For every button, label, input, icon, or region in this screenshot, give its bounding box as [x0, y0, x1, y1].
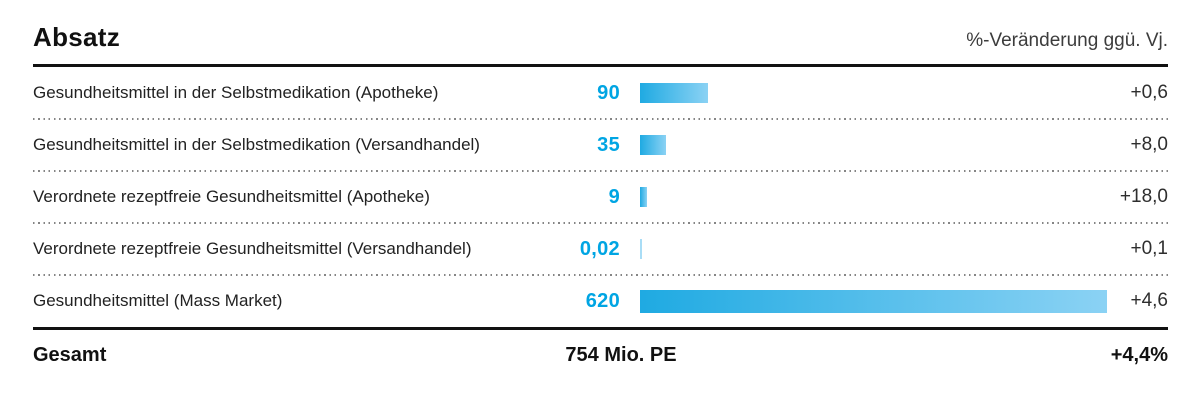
value-bar — [640, 289, 1107, 313]
value-label: 35 — [597, 133, 620, 156]
value-bar — [640, 83, 708, 103]
total-value: 754 Mio. PE — [565, 343, 677, 366]
chart-row: Verordnete rezeptfreie Gesundheitsmittel… — [33, 171, 1168, 224]
bar-track — [620, 83, 1130, 103]
value-bar — [640, 239, 642, 259]
page-title: Absatz — [33, 22, 121, 52]
category-label: Verordnete rezeptfreie Gesundheitsmittel… — [33, 239, 472, 258]
change-value: +4,6 — [1130, 290, 1168, 311]
value-bar — [640, 187, 647, 207]
chart-header: Absatz %-Veränderung ggü. Vj. — [33, 22, 1168, 53]
category-label: Gesundheitsmittel in der Selbstmedikatio… — [33, 83, 439, 102]
total-label: Gesamt — [33, 343, 107, 366]
category-label: Gesundheitsmittel in der Selbstmedikatio… — [33, 135, 480, 154]
change-column-header: %-Veränderung ggü. Vj. — [966, 30, 1168, 51]
change-value: +0,1 — [1130, 238, 1168, 259]
value-bar — [640, 135, 667, 155]
chart-row: Gesundheitsmittel in der Selbstmedikatio… — [33, 67, 1168, 120]
total-change: +4,4% — [1110, 343, 1168, 366]
value-label: 0,02 — [579, 237, 620, 260]
total-row: Gesamt 754 Mio. PE +4,4% — [33, 330, 1168, 367]
header-rule — [33, 64, 1168, 67]
bar-track — [620, 289, 1130, 313]
category-label: Verordnete rezeptfreie Gesundheitsmittel… — [33, 187, 430, 206]
change-value: +0,6 — [1130, 82, 1168, 103]
chart-row: Gesundheitsmittel in der Selbstmedikatio… — [33, 119, 1168, 172]
chart-row: Verordnete rezeptfreie Gesundheitsmittel… — [33, 223, 1168, 276]
bar-track — [620, 135, 1130, 155]
value-label: 9 — [608, 185, 620, 208]
value-label: 90 — [597, 81, 620, 104]
bar-track — [620, 187, 1120, 207]
bar-track — [620, 239, 1130, 259]
chart-rows: Gesundheitsmittel in der Selbstmedikatio… — [33, 67, 1168, 327]
change-value: +8,0 — [1130, 134, 1168, 155]
category-label: Gesundheitsmittel (Mass Market) — [33, 291, 283, 310]
total-rule — [33, 327, 1168, 330]
change-value: +18,0 — [1119, 186, 1168, 207]
chart-row: Gesundheitsmittel (Mass Market) 620 +4,6 — [33, 275, 1168, 327]
value-label: 620 — [585, 289, 620, 312]
